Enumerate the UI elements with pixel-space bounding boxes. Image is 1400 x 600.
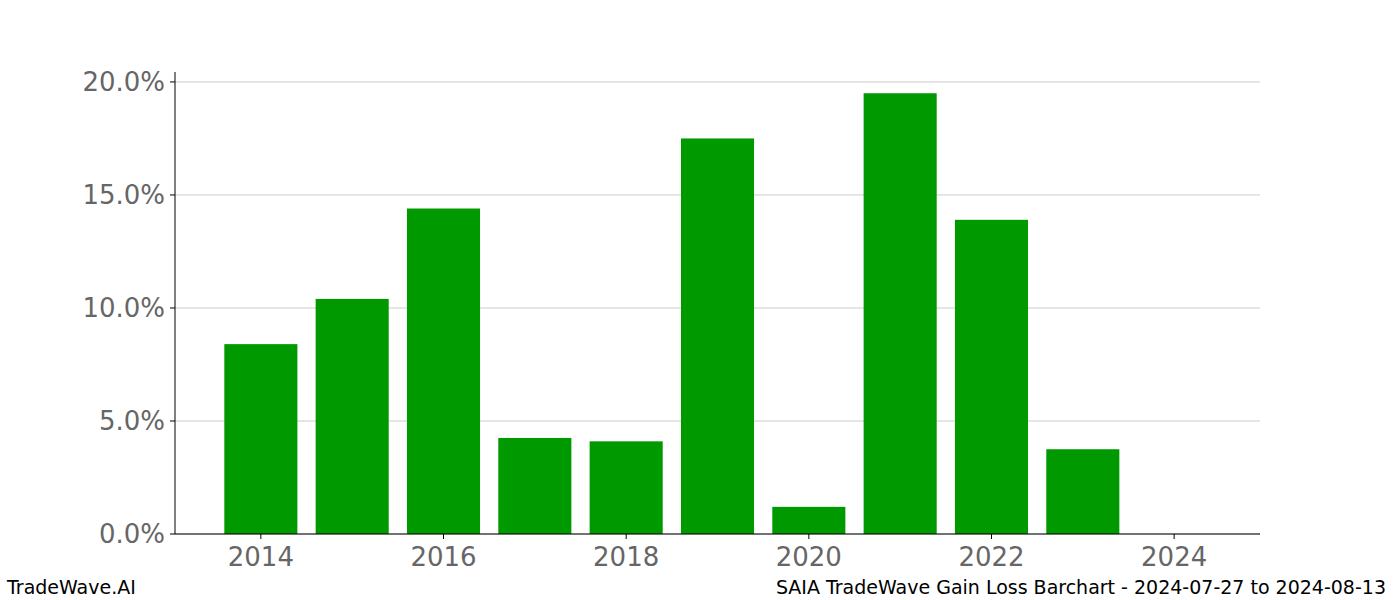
x-tick-label: 2020 [776, 542, 842, 572]
bar [772, 507, 845, 534]
y-tick [170, 194, 175, 195]
bar [681, 138, 754, 534]
bar [316, 299, 389, 534]
x-tick-label: 2014 [228, 542, 294, 572]
bar [864, 93, 937, 534]
y-tick-label: 5.0% [99, 406, 165, 436]
title: SAIA TradeWave Gain Loss Barchart - 2024… [776, 576, 1386, 598]
x-tick [626, 534, 627, 539]
y-tick-label: 20.0% [82, 67, 165, 97]
bar [1046, 449, 1119, 534]
y-tick [170, 534, 175, 535]
x-tick-label: 2016 [410, 542, 476, 572]
y-tick [170, 307, 175, 308]
chart-svg: 0.0% 5.0% 10.0% 15.0% 20.0% 2014 2016 2018 2020 2… [0, 0, 1400, 600]
bar [590, 441, 663, 534]
y-tick [170, 420, 175, 421]
footer: TradeWave.AI [6, 576, 136, 598]
bars [224, 93, 1119, 534]
y-tick-label: 0.0% [99, 519, 165, 549]
x-axis-line [175, 534, 1260, 535]
x-tick [991, 534, 992, 539]
bar [955, 220, 1028, 534]
chart-container: 0.0% 5.0% 10.0% 15.0% 20.0% 2014 2016 2018 2020 2… [0, 0, 1400, 600]
x-tick [1174, 534, 1175, 539]
grid-line [175, 81, 1260, 82]
x-tick [443, 534, 444, 539]
y-tick-label: 15.0% [82, 180, 165, 210]
y-tick [170, 81, 175, 82]
y-tick-label: 10.0% [82, 293, 165, 323]
y-axis-line [175, 72, 176, 534]
x-tick [260, 534, 261, 539]
x-tick-label: 2024 [1141, 542, 1207, 572]
x-tick-label: 2022 [958, 542, 1024, 572]
bar [498, 438, 571, 534]
bar [224, 344, 297, 534]
grid-line [175, 534, 1260, 535]
x-tick-label: 2018 [593, 542, 659, 572]
x-tick [808, 534, 809, 539]
bar [407, 209, 480, 534]
